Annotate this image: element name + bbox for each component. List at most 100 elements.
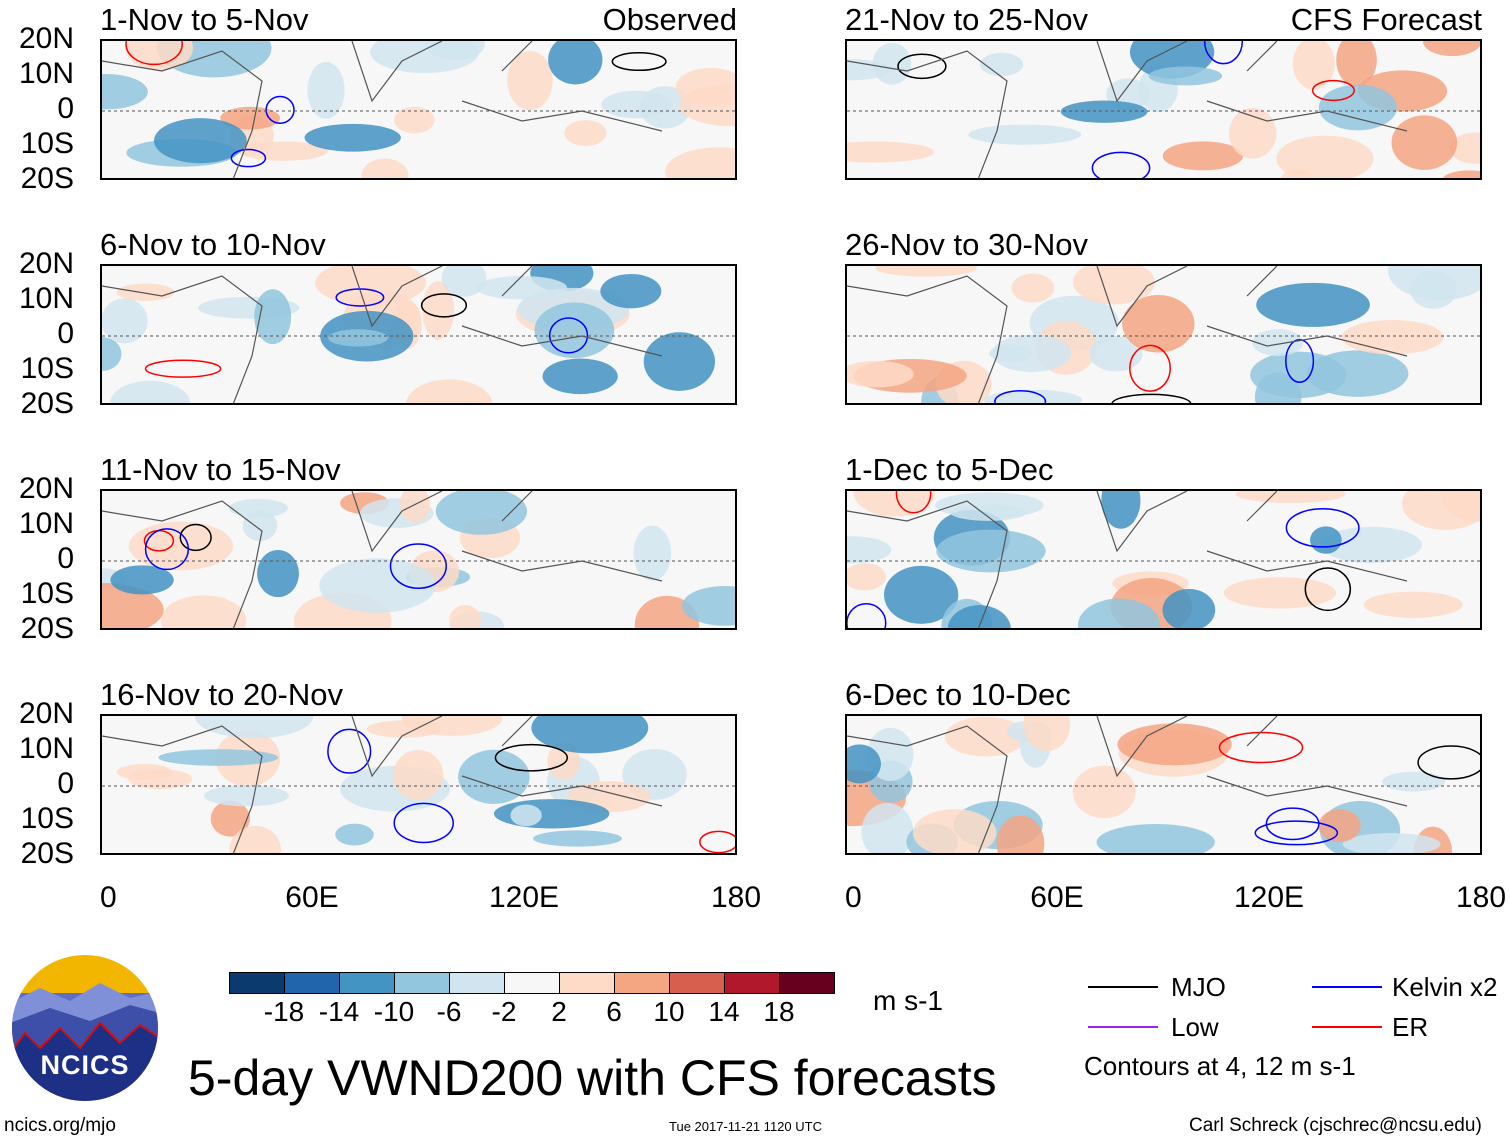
- coastline: [847, 716, 1408, 853]
- anomaly-shading: [533, 830, 622, 847]
- wave-contour: [1304, 567, 1352, 612]
- lon-label: 60E: [1030, 881, 1084, 914]
- anomaly-shading: [228, 498, 288, 518]
- colorbar-label: 10: [653, 996, 685, 1027]
- lat-label: 20S: [20, 612, 74, 645]
- anomaly-shading: [435, 491, 528, 535]
- anomaly-shading: [425, 41, 485, 61]
- anomaly-shading: [116, 283, 175, 301]
- anomaly-shading: [102, 74, 148, 110]
- panel-title: 26-Nov to 30-Nov: [845, 227, 1088, 262]
- anomaly-shading: [257, 549, 299, 598]
- lon-label: 60E: [285, 881, 339, 914]
- colorbar-swatch: [779, 972, 835, 994]
- anomaly-shading: [534, 302, 615, 359]
- wave-contour: [895, 491, 932, 514]
- colorbar-label: 18: [763, 996, 795, 1027]
- anomaly-shading: [449, 605, 482, 628]
- anomaly-shading: [394, 106, 435, 134]
- wave-contour: [494, 743, 569, 772]
- lat-label: 20S: [20, 387, 74, 420]
- map-panel: [845, 714, 1482, 855]
- legend-label-low: Low: [1171, 1012, 1219, 1042]
- anomaly-shading: [1363, 591, 1463, 618]
- coastline: [102, 41, 663, 178]
- lat-label: 10S: [20, 352, 74, 385]
- anomaly-shading: [1101, 491, 1141, 529]
- anomaly-shading: [315, 266, 426, 306]
- anomaly-shading: [441, 266, 487, 297]
- anomaly-shading: [853, 491, 936, 517]
- contour-note: Contours at 4, 12 m s-1: [1084, 1051, 1356, 1081]
- anomaly-shading: [507, 50, 553, 111]
- colorbar-label: -6: [436, 996, 462, 1027]
- legend-line-kelvin: [1312, 986, 1382, 988]
- anomaly-shading: [1449, 132, 1480, 164]
- anomaly-shading: [405, 379, 493, 403]
- map-panel: [100, 264, 737, 405]
- anomaly-shading: [1292, 41, 1335, 90]
- anomaly-shading: [633, 525, 672, 581]
- column-label: Observed: [602, 2, 737, 37]
- wave-contour: [389, 543, 447, 589]
- lon-label: 180: [1455, 881, 1507, 914]
- panel-title: 11-Nov to 15-Nov: [100, 452, 341, 487]
- lon-label: 120E: [488, 881, 560, 914]
- anomaly-shading: [1072, 765, 1136, 819]
- anomaly-shading: [328, 329, 388, 347]
- wave-contour: [327, 728, 372, 774]
- lon-label: 0: [100, 881, 117, 914]
- anomaly-shading: [875, 266, 977, 277]
- lat-label: 0: [57, 317, 74, 350]
- footer-url[interactable]: ncics.org/mjo: [4, 1115, 116, 1136]
- colorbar-swatch: [394, 972, 450, 994]
- panel-title: 16-Nov to 20-Nov: [100, 677, 343, 712]
- anomaly-shading: [1122, 295, 1195, 353]
- anomaly-shading: [160, 595, 247, 628]
- anomaly-shading: [1318, 809, 1361, 843]
- anomaly-shading: [1060, 100, 1148, 123]
- anomaly-shading: [128, 521, 234, 571]
- anomaly-shading: [1096, 824, 1215, 853]
- anomaly-shading: [1011, 273, 1055, 303]
- wave-contour: [393, 802, 454, 844]
- anomaly-shading: [203, 785, 289, 807]
- anomaly-shading: [458, 749, 530, 804]
- anomaly-shading: [1422, 41, 1480, 57]
- wave-contour: [1285, 339, 1315, 384]
- anomaly-shading: [996, 815, 1045, 853]
- anomaly-shading: [1281, 168, 1312, 178]
- panel-title: 1-Dec to 5-Dec: [845, 452, 1054, 487]
- colorbar-label: -18: [263, 996, 305, 1027]
- wave-contour: [548, 317, 589, 354]
- legend-label-mjo: MJO: [1171, 972, 1226, 1002]
- anomaly-shading: [1089, 335, 1143, 372]
- anomaly-shading: [366, 720, 442, 738]
- anomaly-shading: [861, 802, 914, 853]
- anomaly-shading: [542, 358, 618, 395]
- anomaly-shading: [936, 529, 1046, 573]
- anomaly-shading: [210, 800, 250, 837]
- anomaly-shading: [548, 41, 603, 85]
- wave-contour: [1417, 745, 1480, 780]
- anomaly-shading: [1162, 141, 1244, 171]
- lat-label: 10N: [18, 732, 74, 765]
- anomaly-shading: [847, 360, 914, 388]
- anomaly-shading: [110, 565, 174, 595]
- anomaly-shading: [1342, 833, 1441, 853]
- wave-contour: [1203, 41, 1244, 65]
- legend-line-er: [1312, 1026, 1382, 1028]
- anomaly-shading: [1310, 526, 1342, 554]
- anomaly-shading: [361, 158, 409, 178]
- anomaly-shading: [1250, 351, 1347, 399]
- anomaly-shading: [393, 749, 444, 801]
- anomaly-shading: [1336, 41, 1377, 87]
- wave-contour: [179, 523, 212, 552]
- anomaly-shading: [102, 298, 148, 344]
- anomaly-shading: [242, 509, 278, 542]
- logo-text: NCICS: [40, 1050, 130, 1080]
- anomaly-shading: [335, 823, 374, 846]
- lon-label: 120E: [1233, 881, 1305, 914]
- colorbar-label: -14: [318, 996, 360, 1027]
- wave-contour: [897, 53, 947, 80]
